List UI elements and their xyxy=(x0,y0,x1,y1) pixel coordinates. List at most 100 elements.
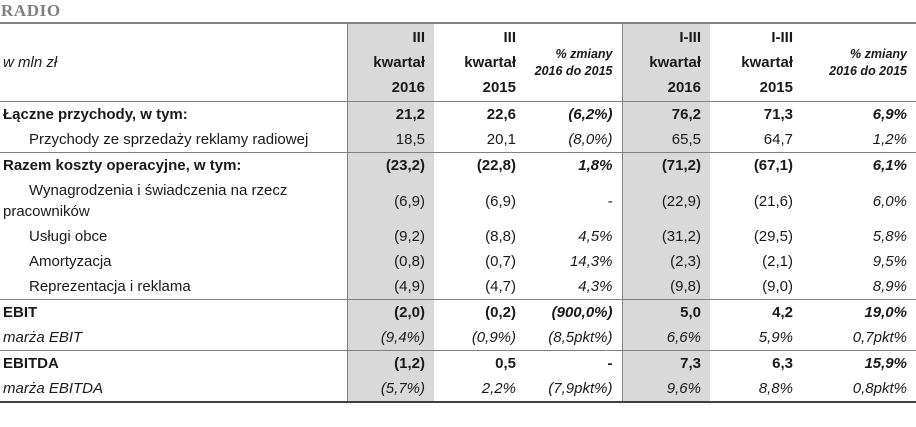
cell-value: (8,5pkt%) xyxy=(548,329,613,346)
header-line: kwartał xyxy=(373,54,425,71)
cell-value: (0,8) xyxy=(346,249,434,274)
radio-financial-table: w mln zł III kwartał 2016 III kwartał 2015 % zm… xyxy=(0,22,916,403)
row-label: marża EBIT xyxy=(3,329,83,346)
table-row: Wynagrodzenia i świadczenia na rzecz pra… xyxy=(0,178,916,224)
cell-value: 0,8pkt% xyxy=(852,380,907,397)
header-line: 2016 do 2015 xyxy=(534,63,613,78)
column-header-change-q3: % zmiany 2016 do 2015 xyxy=(525,23,622,102)
cell-value: (22,9) xyxy=(621,178,710,224)
cell-value: 9,6% xyxy=(621,376,710,402)
cell-value: 1,2% xyxy=(872,131,907,148)
cell-value: 9,5% xyxy=(872,253,907,270)
cell-value: 6,9% xyxy=(872,106,907,123)
page-title: RADIO xyxy=(1,1,61,20)
table-header: w mln zł III kwartał 2016 III kwartał 2015 % zm… xyxy=(0,23,916,102)
cell-value: 71,3 xyxy=(763,106,793,123)
cell-value: (31,2) xyxy=(621,224,710,249)
cell-value: (23,2) xyxy=(346,152,434,178)
cell-value: 5,9% xyxy=(758,329,793,346)
header-line: I-III xyxy=(771,29,793,46)
table-row: Reprezentacja i reklama (4,9) (4,7) 4,3% (9,… xyxy=(0,274,916,300)
table-row: Amortyzacja (0,8) (0,7) 14,3% (2,3) (2,1) 9,5% xyxy=(0,249,916,274)
cell-value: (1,2) xyxy=(346,350,434,376)
cell-value: 2,2% xyxy=(481,380,516,397)
cell-value: (6,9) xyxy=(485,192,516,210)
cell-value: 1,8% xyxy=(578,157,613,174)
row-label: Przychody ze sprzedaży reklamy radiowej xyxy=(29,131,309,148)
cell-value: (21,6) xyxy=(753,192,793,210)
row-label: Wynagrodzenia i świadczenia na rzecz pra… xyxy=(3,182,288,220)
cell-value: 8,9% xyxy=(872,278,907,295)
table-row: EBIT (2,0) (0,2) (900,0%) 5,0 4,2 19,0% xyxy=(0,299,916,325)
header-line: 2015 xyxy=(759,79,793,96)
header-line: kwartał xyxy=(649,54,701,71)
cell-value: 15,9% xyxy=(864,355,907,372)
table-row: EBITDA (1,2) 0,5 -7,3 6,3 15,9% xyxy=(0,350,916,376)
unit-label: w mln zł xyxy=(3,54,58,71)
cell-value: 0,5 xyxy=(495,355,516,372)
table-row: Usługi obce (9,2) (8,8) 4,5% (31,2) (29,5) 5,8… xyxy=(0,224,916,249)
table-row: Przychody ze sprzedaży reklamy radiowej 1… xyxy=(0,127,916,153)
cell-value: (2,0) xyxy=(346,299,434,325)
cell-value: (29,5) xyxy=(753,228,793,245)
cell-value: (2,1) xyxy=(762,253,793,270)
cell-value: (900,0%) xyxy=(551,304,613,321)
cell-value: 14,3% xyxy=(569,253,613,270)
header-line: 2016 xyxy=(667,79,701,96)
cell-value: (4,9) xyxy=(346,274,434,300)
cell-value: 21,2 xyxy=(346,101,434,127)
table-row: marża EBITDA (5,7%) 2,2% (7,9pkt%) 9,6% 8,8% 0… xyxy=(0,376,916,402)
cell-value: 8,8% xyxy=(758,380,793,397)
cell-value: 18,5 xyxy=(346,127,434,153)
header-line: 2016 do 2015 xyxy=(829,63,907,78)
cell-value: (8,0%) xyxy=(568,131,613,148)
cell-value: 6,3 xyxy=(772,355,793,372)
cell-value: (9,0) xyxy=(762,278,793,295)
cell-value: 0,7pkt% xyxy=(852,329,907,346)
header-line: I-III xyxy=(679,29,701,46)
header-line: 2016 xyxy=(391,79,425,96)
cell-value: (0,9%) xyxy=(471,329,516,346)
table-row: Razem koszty operacyjne, w tym: (23,2) (22… xyxy=(0,152,916,178)
cell-value: 64,7 xyxy=(763,131,793,148)
cell-value: (71,2) xyxy=(621,152,710,178)
header-line: 2015 xyxy=(482,79,516,96)
cell-value: (2,3) xyxy=(621,249,710,274)
cell-value: 6,1% xyxy=(872,157,907,174)
column-header-q3-2015: III kwartał 2015 xyxy=(434,23,525,102)
header-line: III xyxy=(503,29,516,46)
cell-value: 6,6% xyxy=(621,325,710,351)
cell-value: 5,8% xyxy=(872,228,907,245)
column-header-q13-2016: I-III kwartał 2016 xyxy=(621,23,710,102)
table-row: marża EBIT (9,4%) (0,9%) (8,5pkt%) 6,6% 5,9% 0… xyxy=(0,325,916,351)
cell-value: - xyxy=(607,192,613,210)
cell-value: 4,2 xyxy=(772,304,793,321)
row-label: marża EBITDA xyxy=(3,380,104,397)
row-label: EBIT xyxy=(3,304,38,321)
row-label: Amortyzacja xyxy=(29,253,112,270)
row-label: Łączne przychody, w tym: xyxy=(3,106,188,123)
row-label: Reprezentacja i reklama xyxy=(29,278,191,295)
column-header-q3-2016: III kwartał 2016 xyxy=(346,23,434,102)
cell-value: 4,3% xyxy=(578,278,613,295)
cell-value: 6,0% xyxy=(872,192,907,210)
header-line: % zmiany xyxy=(850,46,907,61)
cell-value: (5,7%) xyxy=(346,376,434,402)
radio-report-page: RADIO w mln zł III kwartał 2016 III kwartał 20… xyxy=(0,2,916,403)
cell-value: (9,8) xyxy=(621,274,710,300)
row-label: Usługi obce xyxy=(29,228,108,245)
cell-value: 22,6 xyxy=(486,106,516,123)
cell-value: (8,8) xyxy=(485,228,516,245)
cell-value: (0,7) xyxy=(485,253,516,270)
cell-value: 20,1 xyxy=(486,131,516,148)
cell-value: 65,5 xyxy=(621,127,710,153)
cell-value: (7,9pkt%) xyxy=(548,380,613,397)
cell-value: (6,9) xyxy=(346,178,434,224)
cell-value: 5,0 xyxy=(621,299,710,325)
cell-value: (22,8) xyxy=(476,157,516,174)
unit-label-cell: w mln zł xyxy=(0,23,347,102)
cell-value: 7,3 xyxy=(621,350,710,376)
cell-value: (0,2) xyxy=(485,304,516,321)
cell-value: 76,2 xyxy=(621,101,710,127)
cell-value: (67,1) xyxy=(753,157,793,174)
